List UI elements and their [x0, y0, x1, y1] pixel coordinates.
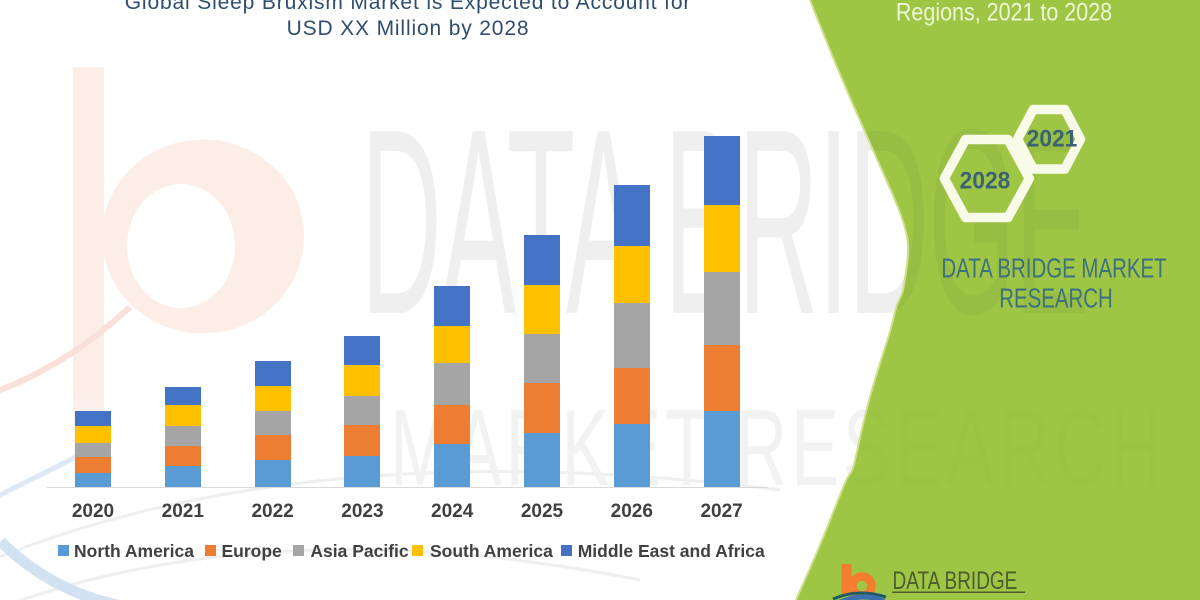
- svg-text:MARKET RESEARCH: MARKET RESEARCH: [893, 598, 1022, 600]
- svg-text:DATA BRIDGE MARKET: DATA BRIDGE MARKET: [941, 253, 1166, 284]
- svg-text:2021: 2021: [1027, 126, 1078, 153]
- svg-text:Regions, 2021 to 2028: Regions, 2021 to 2028: [896, 0, 1112, 26]
- svg-text:DATA BRIDGE: DATA BRIDGE: [893, 566, 1018, 594]
- svg-text:2028: 2028: [960, 168, 1011, 195]
- svg-text:MARKET RESEARCH: MARKET RESEARCH: [390, 387, 1166, 508]
- svg-text:RESEARCH: RESEARCH: [999, 284, 1113, 315]
